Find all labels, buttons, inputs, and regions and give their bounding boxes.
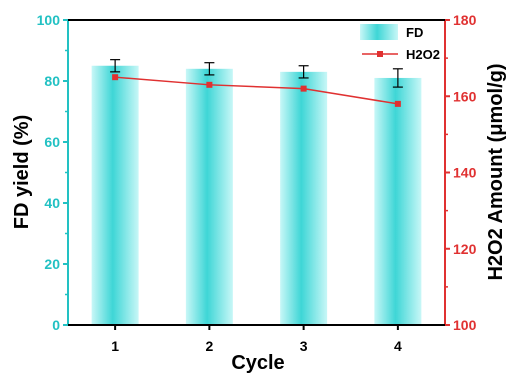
y-right-tick-label-100: 100 bbox=[453, 317, 477, 333]
y-axis-right-label: H2O2 Amount (μmol/g) bbox=[485, 63, 507, 280]
point-h2o2-3 bbox=[300, 85, 307, 92]
x-tick-label-1: 1 bbox=[111, 338, 119, 354]
y-left-tick-label-20: 20 bbox=[44, 256, 60, 272]
y-left-tick-label-100: 100 bbox=[37, 12, 61, 28]
bars-group bbox=[91, 65, 422, 326]
y-left-tick-label-0: 0 bbox=[52, 317, 60, 333]
legend-label-h2o2: H2O2 bbox=[406, 47, 440, 62]
x-tick-label-2: 2 bbox=[205, 338, 213, 354]
x-axis-label: Cycle bbox=[231, 352, 284, 374]
legend-marker-h2o2 bbox=[377, 51, 383, 57]
y-axis-left-label: FD yield (%) bbox=[11, 115, 33, 229]
x-tick-label-3: 3 bbox=[300, 338, 308, 354]
bar-fd-2 bbox=[185, 68, 233, 326]
point-h2o2-4 bbox=[394, 100, 401, 107]
y-left-tick-label-60: 60 bbox=[44, 134, 60, 150]
h2o2-line bbox=[115, 76, 398, 105]
y-right-tick-label-140: 140 bbox=[453, 165, 477, 181]
bar-fd-1 bbox=[91, 65, 139, 325]
y-right-tick-label-160: 160 bbox=[453, 88, 477, 104]
legend: FD H2O2 bbox=[360, 24, 440, 62]
legend-label-fd: FD bbox=[406, 25, 423, 40]
y-left-tick-label-80: 80 bbox=[44, 73, 60, 89]
point-h2o2-1 bbox=[112, 74, 119, 81]
error-bars-group bbox=[110, 59, 403, 88]
point-h2o2-2 bbox=[206, 81, 213, 88]
bar-fd-4 bbox=[374, 77, 422, 325]
axes-group: 0 20 40 60 80 100 100 120 140 160 180 1 2 3 4 bbox=[37, 12, 477, 354]
y-left-tick-label-40: 40 bbox=[44, 195, 60, 211]
h2o2-line-group bbox=[112, 74, 401, 107]
x-tick-label-4: 4 bbox=[394, 338, 402, 354]
y-right-tick-label-180: 180 bbox=[453, 12, 477, 28]
legend-swatch-fd bbox=[360, 24, 398, 40]
y-right-tick-label-120: 120 bbox=[453, 241, 477, 257]
bar-fd-3 bbox=[280, 71, 328, 325]
